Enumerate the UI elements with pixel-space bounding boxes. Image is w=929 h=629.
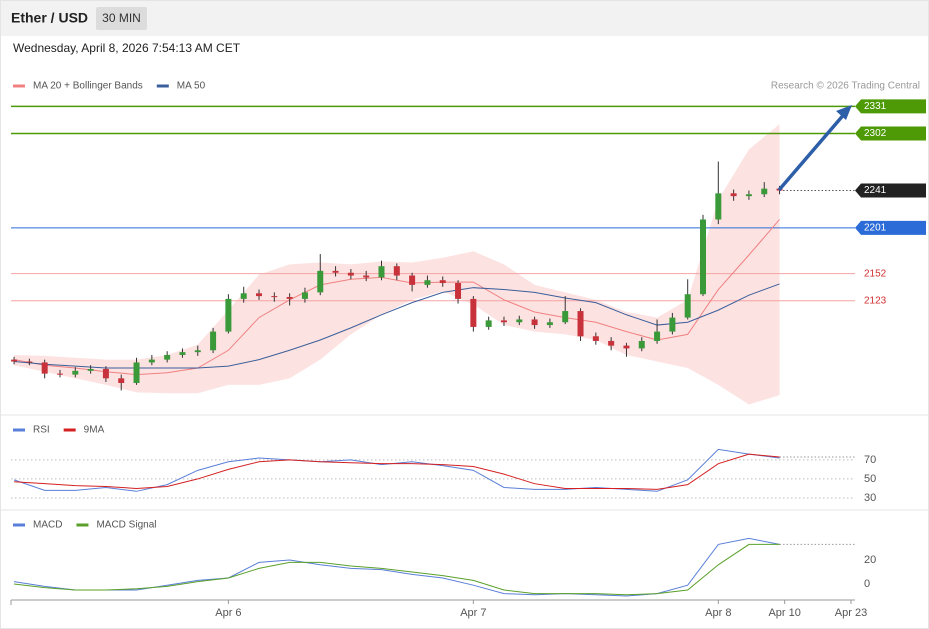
level-tag <box>855 183 926 198</box>
x-tick-label: Apr 7 <box>460 607 486 619</box>
level-tag <box>855 99 926 114</box>
legend-swatch <box>76 523 89 527</box>
candle-body <box>745 194 752 197</box>
candle-body <box>240 293 247 299</box>
candle-body <box>378 266 385 278</box>
candle-body <box>761 188 768 195</box>
candle-body <box>638 340 645 349</box>
level-label: 2123 <box>864 295 887 306</box>
level-label: 2152 <box>864 268 887 279</box>
candle-body <box>26 361 33 363</box>
candle-body <box>684 294 691 318</box>
candle-body <box>118 378 125 383</box>
legend-label: MA 50 <box>177 81 206 92</box>
candle-body <box>256 293 263 297</box>
level-label: 2331 <box>864 101 887 112</box>
candle-body <box>133 362 140 383</box>
candle-body <box>654 331 661 341</box>
candle-body <box>102 368 109 379</box>
candle-body <box>271 296 278 298</box>
copyright: Research © 2026 Trading Central <box>771 81 920 92</box>
candle-body <box>393 266 400 276</box>
candle-body <box>286 297 293 299</box>
candle-body <box>363 275 370 278</box>
candle-body <box>730 193 737 197</box>
candle-body <box>56 373 63 375</box>
candle-body <box>715 193 722 220</box>
candle-body <box>546 322 553 326</box>
candle-body <box>194 350 201 353</box>
interval-badge[interactable] <box>96 7 147 30</box>
candle-body <box>424 280 431 285</box>
candle-body <box>11 359 18 362</box>
candle-body <box>516 319 523 323</box>
moving-average <box>14 283 780 369</box>
candle-body <box>317 270 324 293</box>
legend-label: MA 20 + Bollinger Bands <box>33 81 143 92</box>
legend-label: RSI <box>33 425 50 436</box>
instrument-title: Ether / USD <box>11 10 88 26</box>
candle-body <box>87 368 94 371</box>
legend-label: 9MA <box>84 425 105 436</box>
candle-body <box>500 320 507 323</box>
level-label: 2201 <box>864 223 887 234</box>
level-tag <box>855 126 926 141</box>
y-tick-label: 30 <box>864 492 876 504</box>
candle-body <box>225 298 232 332</box>
candle-body <box>332 270 339 273</box>
candle-body <box>72 370 79 375</box>
candle-body <box>164 354 171 360</box>
indicator-line <box>14 543 780 596</box>
candle-body <box>455 283 462 299</box>
candle-body <box>592 336 599 341</box>
forecast-arrowhead <box>836 105 852 120</box>
candle-body <box>41 362 48 374</box>
level-tag <box>855 220 926 235</box>
legend-swatch <box>13 84 25 88</box>
legend-swatch <box>63 428 76 432</box>
candle-body <box>301 292 308 299</box>
candle-body <box>700 219 707 295</box>
x-tick-label: Apr 10 <box>768 607 800 619</box>
y-tick-label: 20 <box>864 554 876 566</box>
legend-label: MACD Signal <box>96 520 156 531</box>
legend-swatch <box>156 84 169 88</box>
candle-body <box>148 359 155 363</box>
x-tick-label: Apr 23 <box>835 607 867 619</box>
interval-label[interactable]: 30 MIN <box>102 11 141 25</box>
y-tick-label: 0 <box>864 578 870 590</box>
indicator-line <box>14 453 780 490</box>
x-tick-label: Apr 8 <box>705 607 731 619</box>
level-label: 2241 <box>864 185 887 196</box>
candle-body <box>470 298 477 327</box>
candle-body <box>409 275 416 285</box>
candle-body <box>562 311 569 323</box>
candle-body <box>485 320 492 327</box>
header-bar <box>1 1 928 36</box>
candle-body <box>623 345 630 349</box>
candle-body <box>669 317 676 332</box>
candle-body <box>531 319 538 326</box>
candle-body <box>577 311 584 337</box>
forecast-arrow <box>777 110 848 192</box>
legend-label: MACD <box>33 520 62 531</box>
plot-layer: 2331 2302 2241 2201 2152 2123 MA 20 + Bollinge… <box>10 81 926 619</box>
candle-body <box>608 340 615 346</box>
legend-swatch <box>13 428 25 432</box>
legend-swatch <box>13 523 25 527</box>
candle-body <box>347 272 354 276</box>
candle-body <box>179 352 186 355</box>
candle-body <box>210 331 217 351</box>
y-tick-label: 50 <box>864 473 876 485</box>
x-tick-label: Apr 6 <box>215 607 241 619</box>
y-tick-label: 70 <box>864 454 876 466</box>
level-label: 2302 <box>864 128 887 139</box>
timestamp: Wednesday, April 8, 2026 7:54:13 AM CET <box>13 41 241 55</box>
candle-body <box>439 280 446 284</box>
